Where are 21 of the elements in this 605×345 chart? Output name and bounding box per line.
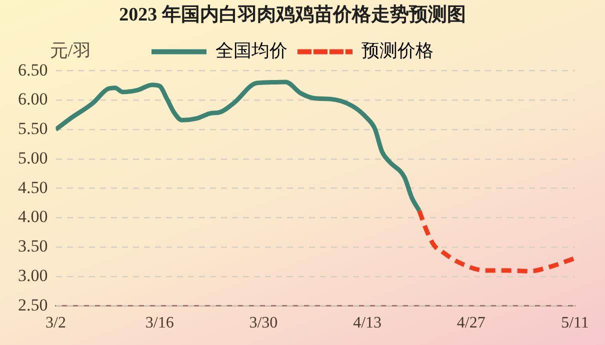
y-tick-label: 5.00: [18, 148, 48, 168]
y-tick-label: 4.00: [18, 207, 48, 226]
x-tick-label: 4/27: [456, 314, 486, 332]
legend-label: 预测价格: [362, 40, 434, 61]
y-tick-label: 6.00: [18, 90, 48, 109]
x-tick-label: 5/11: [561, 314, 589, 332]
legend-label: 全国均价: [216, 40, 288, 61]
y-axis-title: 元/羽: [50, 40, 91, 61]
y-tick-label: 2.50: [18, 295, 48, 314]
y-tick-label: 6.50: [18, 60, 48, 80]
x-tick-label: 3/2: [46, 314, 66, 332]
y-tick-label: 3.50: [18, 236, 48, 256]
x-tick-label: 3/30: [249, 314, 278, 332]
line-series: [416, 208, 575, 274]
y-tick-label: 4.50: [18, 178, 48, 197]
y-tick-label: 3.00: [18, 266, 48, 285]
x-tick-label: 4/13: [353, 314, 382, 332]
chart-title: 2023 年国内白羽肉鸡鸡苗价格走势预测图: [119, 3, 466, 26]
y-tick-label: 5.50: [18, 119, 48, 138]
line-series: [56, 80, 422, 213]
x-tick-label: 3/16: [145, 314, 174, 332]
